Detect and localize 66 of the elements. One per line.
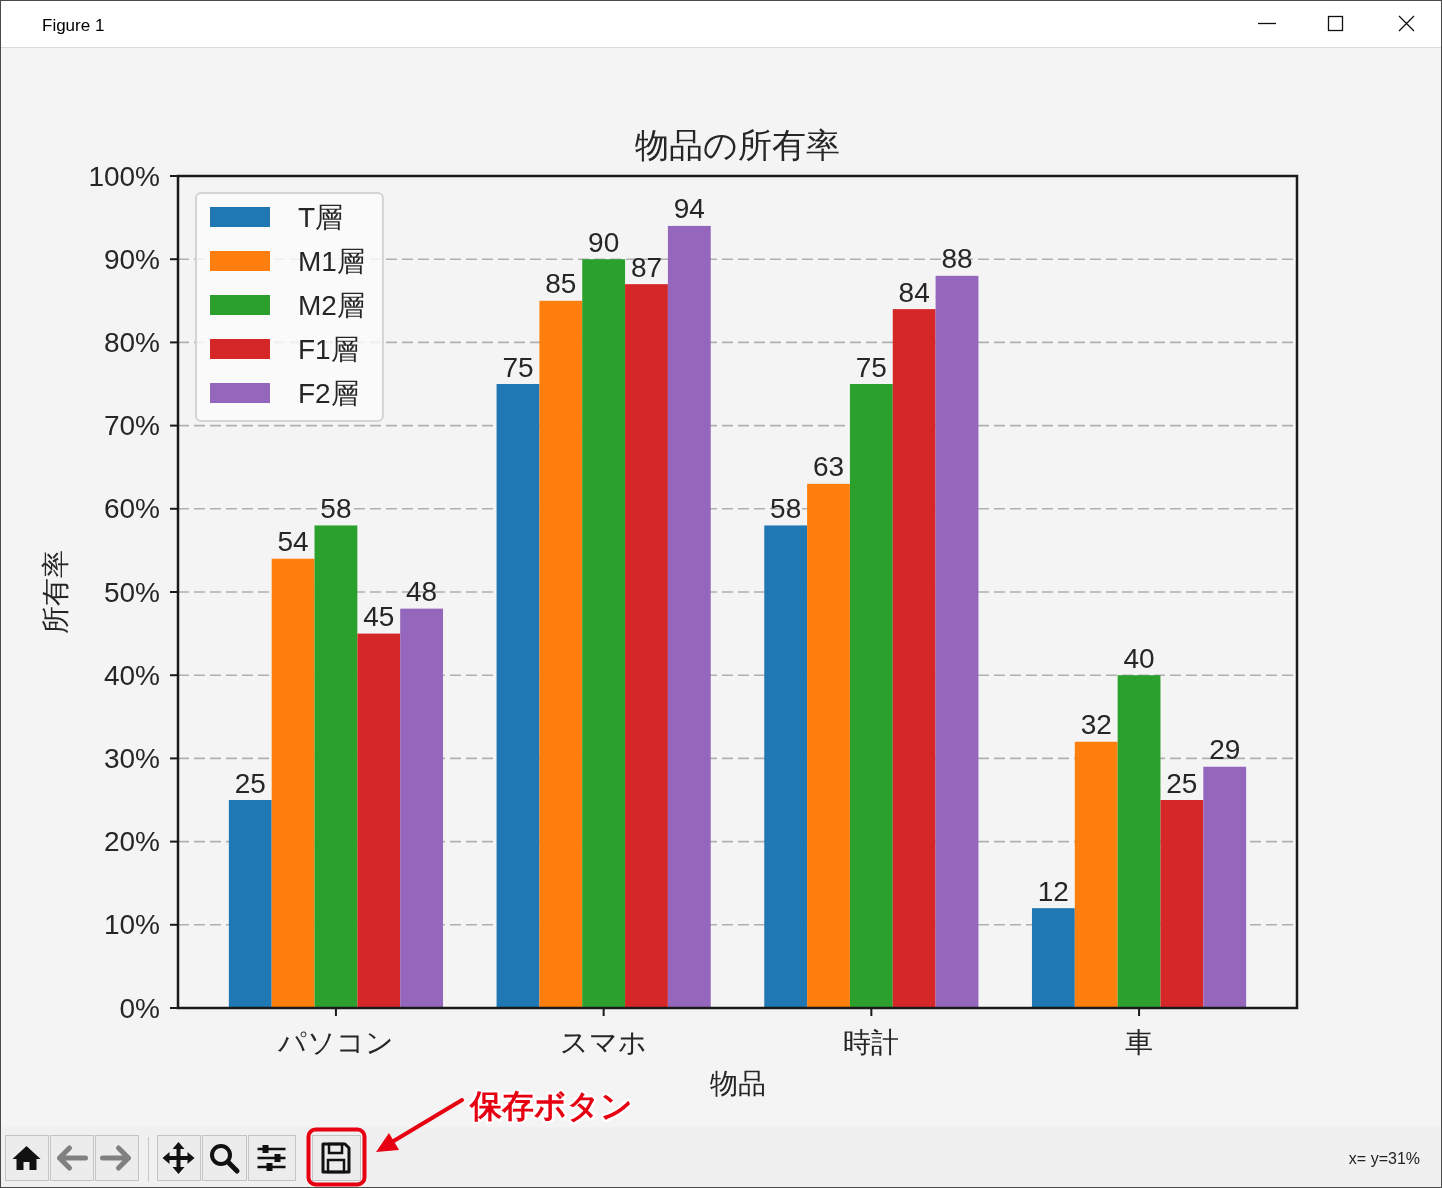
y-tick-label: 20% — [103, 826, 160, 858]
legend-label: T層 — [298, 201, 344, 233]
bar — [1031, 908, 1075, 1008]
bar — [400, 608, 444, 1008]
y-tick-label: 80% — [103, 326, 160, 358]
data-label: 94 — [673, 193, 705, 225]
bar — [228, 800, 272, 1008]
legend-label: F2層 — [298, 377, 359, 409]
bar — [764, 525, 808, 1008]
data-label: 63 — [812, 451, 845, 483]
bar — [539, 300, 583, 1008]
x-tick-label: スマホ — [560, 1026, 648, 1058]
data-label: 58 — [770, 492, 802, 524]
data-label: 58 — [320, 492, 352, 524]
legend-label: M2層 — [298, 289, 365, 321]
bar — [1117, 675, 1161, 1008]
chart-title: 物品の所有率 — [635, 126, 840, 164]
data-label: 54 — [277, 526, 309, 558]
data-label: 12 — [1037, 875, 1069, 907]
data-label: 40 — [1123, 642, 1155, 674]
bar — [496, 384, 540, 1008]
data-label: 84 — [898, 276, 930, 308]
data-label: 88 — [941, 243, 973, 275]
y-tick-label: 40% — [103, 659, 160, 691]
bar — [314, 525, 358, 1008]
y-tick-label: 100% — [88, 160, 160, 192]
x-tick-label: パソコン — [276, 1026, 394, 1058]
y-tick-label: 60% — [103, 493, 160, 525]
bar — [1203, 766, 1247, 1008]
text: 保存ボタン — [469, 1088, 633, 1124]
legend-label: F1層 — [298, 333, 359, 365]
y-tick-label: 0% — [119, 992, 160, 1024]
x-tick-label: 時計 — [843, 1026, 900, 1058]
y-tick-label: 10% — [103, 909, 160, 941]
bar — [935, 275, 979, 1008]
bar — [582, 259, 626, 1008]
y-tick-label: 30% — [103, 742, 160, 774]
y-tick-label: 70% — [103, 410, 160, 442]
legend-label: M1層 — [298, 245, 365, 277]
y-tick-label: 90% — [103, 243, 160, 275]
text: x= y=31% — [1348, 1149, 1420, 1167]
x-axis-title: 物品 — [709, 1067, 766, 1099]
data-label: 32 — [1080, 709, 1112, 741]
bar — [667, 225, 711, 1008]
data-label: 75 — [855, 351, 887, 383]
x-tick-label: 車 — [1125, 1026, 1154, 1058]
bar — [1160, 800, 1204, 1008]
data-label: 48 — [406, 576, 438, 608]
bar — [625, 284, 668, 1008]
data-label: 75 — [502, 351, 534, 383]
data-label: 45 — [363, 601, 395, 633]
data-label: 25 — [234, 767, 266, 799]
y-tick-label: 50% — [103, 576, 160, 608]
data-label: 87 — [630, 251, 663, 283]
bar — [849, 384, 893, 1008]
bar — [807, 483, 850, 1008]
y-axis-title: 所有率 — [39, 550, 71, 634]
bar — [1074, 741, 1118, 1008]
caption: Figure 1 — [42, 15, 105, 35]
bar — [271, 558, 315, 1008]
data-label: 85 — [545, 268, 577, 300]
bar — [892, 309, 936, 1008]
data-label: 90 — [588, 226, 620, 258]
data-label: 29 — [1209, 734, 1241, 766]
data-label: 25 — [1166, 767, 1198, 799]
bar — [357, 633, 401, 1008]
